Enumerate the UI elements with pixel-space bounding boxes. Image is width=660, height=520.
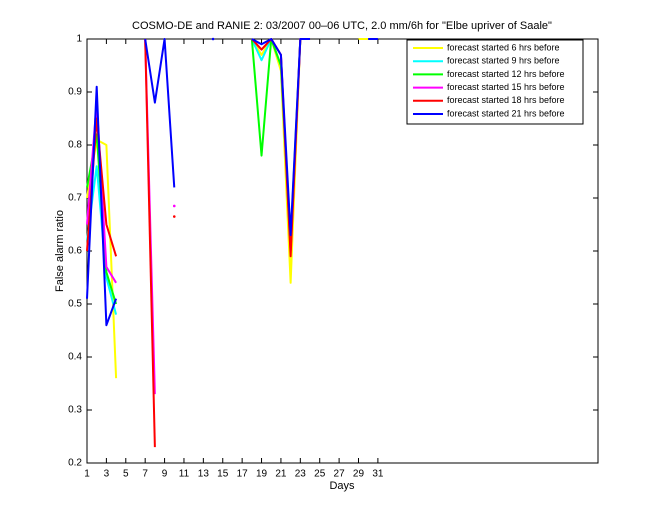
legend-box (406, 39, 584, 125)
x-tick-label: 5 (123, 469, 129, 480)
legend-label: forecast started 21 hrs before (447, 108, 565, 118)
y-tick-label: 0.8 (68, 140, 82, 151)
chart-title: COSMO-DE and RANIE 2: 03/2007 00–06 UTC,… (132, 20, 552, 32)
legend-label: forecast started 9 hrs before (447, 56, 560, 66)
x-tick-label: 29 (353, 469, 365, 480)
y-tick-label: 0.7 (68, 193, 82, 204)
data-point (172, 215, 176, 218)
x-tick-label: 17 (237, 469, 249, 480)
legend-label: forecast started 15 hrs before (447, 82, 565, 92)
x-tick-label: 23 (295, 469, 307, 480)
data-point (211, 37, 215, 41)
y-tick-label: 0.3 (68, 405, 82, 416)
legend-label: forecast started 12 hrs before (447, 69, 565, 79)
x-tick-label: 11 (179, 469, 190, 480)
x-tick-label: 15 (217, 469, 229, 480)
x-tick-label: 1 (84, 469, 90, 480)
y-tick-label: 0.6 (68, 246, 82, 257)
x-tick-label: 27 (334, 469, 346, 480)
y-tick-label: 1 (76, 34, 82, 45)
x-tick-label: 21 (275, 469, 287, 480)
y-axis-label: False alarm ratio (54, 210, 66, 292)
x-tick-label: 31 (372, 469, 384, 480)
x-tick-label: 9 (162, 469, 168, 480)
x-tick-label: 25 (314, 469, 326, 480)
x-tick-label: 13 (198, 469, 210, 480)
data-line (251, 38, 311, 237)
data-point (172, 204, 176, 208)
x-axis-label: Days (329, 480, 355, 492)
legend-label: forecast started 18 hrs before (447, 95, 565, 105)
y-tick-label: 0.2 (68, 458, 82, 469)
x-tick-label: 7 (142, 469, 148, 480)
x-tick-label: 19 (256, 469, 268, 480)
data-line (144, 38, 156, 448)
data-line (144, 38, 176, 188)
x-tick-label: 3 (104, 469, 110, 480)
data-line (86, 85, 118, 327)
y-tick-label: 0.5 (68, 299, 82, 310)
y-tick-label: 0.9 (68, 87, 82, 98)
y-tick-label: 0.4 (68, 352, 82, 363)
legend-label: forecast started 6 hrs before (447, 42, 560, 52)
